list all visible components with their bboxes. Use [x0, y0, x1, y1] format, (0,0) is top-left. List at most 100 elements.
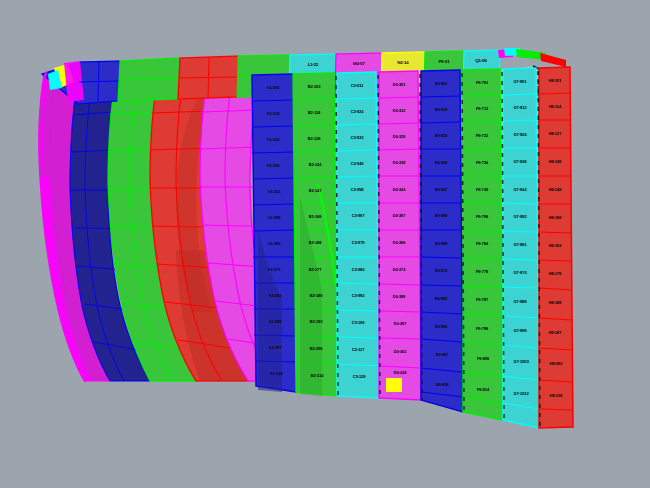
column-seam-ticks — [335, 70, 541, 429]
label-c4-8: D4-374 — [393, 267, 407, 272]
label-c3-3: C3-033 — [351, 135, 365, 140]
label-c5-12: E5-618 — [436, 382, 449, 387]
label-c3-12: C3-129 — [353, 374, 367, 379]
mesh-column-blue-1: A1-204 A1-213 A1-224 A1-236 A1-241 A1-25… — [251, 73, 297, 393]
label-top-1: L3-22 — [308, 62, 319, 67]
label-c2-7: B2-168 — [309, 240, 323, 245]
label-c6-9: F6-787 — [476, 297, 489, 302]
label-c8-6: H8-159 — [549, 215, 563, 220]
label-c4-4: D4-338 — [393, 160, 407, 165]
label-c4-2: D4-312 — [393, 108, 407, 113]
label-c8-4: H8-136 — [549, 159, 563, 164]
label-c1-1: A1-204 — [267, 85, 281, 90]
label-c3-10: C3-105 — [352, 320, 366, 325]
label-top-9: Q1-06 — [475, 58, 487, 63]
label-c4-9: D4-389 — [393, 294, 407, 299]
label-c6-8: F6-778 — [476, 269, 489, 274]
mesh-column-cyan-2: G7-901 G7-912 G7-924 G7-935 G7-943 G7-95… — [502, 67, 540, 429]
label-c7-5: G7-943 — [513, 187, 527, 192]
mesh-column-blue-2: E5-501 E5-514 E5-523 E5-536 E5-547 E5-55… — [420, 69, 464, 413]
label-c3-7: C3-075 — [352, 240, 366, 245]
label-c8-12: H8-216 — [550, 393, 564, 398]
label-c6-1: F6-701 — [476, 80, 489, 85]
label-c7-10: G7-995 — [513, 328, 527, 333]
label-c1-7: A1-263 — [268, 241, 282, 246]
label-c2-1: B2-103 — [308, 84, 322, 89]
mesh-column-cyan-1: C3-011 C3-024 C3-033 C3-046 C3-058 C3-06… — [336, 71, 380, 399]
label-c1-6: A1-256 — [268, 215, 282, 220]
label-c2-9: B2-185 — [310, 293, 324, 298]
label-c3-1: C3-011 — [351, 83, 364, 88]
label-c4-7: D4-366 — [393, 240, 407, 245]
label-c8-1: H8-101 — [549, 78, 563, 83]
mesh-column-magenta-1: D4-301 D4-312 D4-325 D4-338 D4-344 D4-35… — [378, 70, 422, 401]
mesh-column-green-1: B2-103 B2-118 B2-126 B2-134 B2-147 B2-15… — [292, 72, 338, 397]
label-c6-11: F6-805 — [477, 356, 490, 361]
label-c1-12: A1-318 — [270, 371, 284, 376]
label-c2-11: B2-206 — [310, 346, 324, 351]
label-c6-2: F6-713 — [476, 106, 489, 111]
label-c7-2: G7-912 — [513, 105, 527, 110]
label-c8-7: H8-163 — [549, 243, 563, 248]
label-c1-5: A1-241 — [268, 189, 282, 194]
label-c4-12: D4-415 — [394, 370, 408, 375]
label-c2-3: B2-126 — [308, 136, 322, 141]
label-c5-3: E5-523 — [435, 133, 448, 138]
label-c8-5: H8-148 — [549, 187, 563, 192]
label-c1-8: A1-271 — [268, 267, 282, 272]
label-c3-4: C3-046 — [351, 161, 365, 166]
label-c5-8: E5-572 — [435, 268, 448, 273]
label-top-7: P5-31 — [439, 59, 451, 64]
label-c3-6: C3-067 — [352, 213, 366, 218]
label-c7-12: G7-1012 — [513, 391, 529, 396]
label-c5-6: E5-558 — [435, 213, 448, 218]
label-c1-2: A1-213 — [267, 111, 281, 116]
label-c7-6: G7-952 — [513, 214, 527, 219]
label-c5-9: E5-583 — [435, 296, 448, 301]
label-c3-8: C3-084 — [352, 267, 366, 272]
label-c8-3: H8-127 — [549, 131, 563, 136]
label-c6-4: F6-734 — [476, 160, 489, 165]
label-c1-3: A1-224 — [267, 137, 281, 142]
label-c5-5: E5-547 — [435, 187, 448, 192]
label-c3-9: C3-092 — [352, 293, 366, 298]
label-c6-10: F6-796 — [476, 326, 489, 331]
label-c7-8: G7-974 — [513, 270, 527, 275]
label-c2-6: B2-159 — [309, 214, 323, 219]
label-c2-12: B2-214 — [311, 373, 325, 378]
label-c5-11: E5-607 — [436, 352, 449, 357]
label-c7-11: G7-1003 — [513, 359, 529, 364]
label-c1-4: A1-236 — [267, 163, 281, 168]
label-c6-6: F6-756 — [476, 214, 489, 219]
label-c1-9: A1-282 — [269, 293, 283, 298]
label-c7-3: G7-924 — [513, 132, 527, 137]
label-c8-9: H8-188 — [549, 300, 563, 305]
label-c8-2: H8-114 — [549, 104, 562, 109]
label-c1-11: A1-307 — [269, 345, 283, 350]
label-c4-11: D4-402 — [394, 349, 408, 354]
mesh-column-green-2: F6-701 F6-713 F6-722 F6-734 F6-745 F6-75… — [462, 68, 504, 421]
label-c5-2: E5-514 — [435, 107, 448, 112]
label-c2-4: B2-134 — [309, 162, 323, 167]
label-c5-10: E5-594 — [435, 324, 448, 329]
label-c4-3: D4-325 — [393, 134, 407, 139]
label-top-3: M4-07 — [353, 61, 365, 66]
label-c2-8: B2-177 — [309, 267, 323, 272]
label-c2-5: B2-147 — [309, 188, 323, 193]
label-c5-7: E5-569 — [435, 241, 448, 246]
label-c2-2: B2-118 — [308, 110, 321, 115]
label-top-5: N2-14 — [397, 60, 409, 65]
label-c4-1: D4-301 — [393, 82, 407, 87]
label-c6-3: F6-722 — [476, 133, 489, 138]
label-c6-12: F6-814 — [477, 387, 490, 392]
label-c6-5: F6-745 — [476, 187, 489, 192]
label-c7-7: G7-961 — [513, 242, 527, 247]
label-c3-2: C3-024 — [351, 109, 365, 114]
label-c5-4: E5-536 — [435, 160, 448, 165]
left-curved-shell — [38, 69, 298, 383]
label-c7-9: G7-986 — [513, 299, 527, 304]
label-c2-10: B2-193 — [310, 319, 324, 324]
label-c8-10: H8-197 — [549, 330, 563, 335]
